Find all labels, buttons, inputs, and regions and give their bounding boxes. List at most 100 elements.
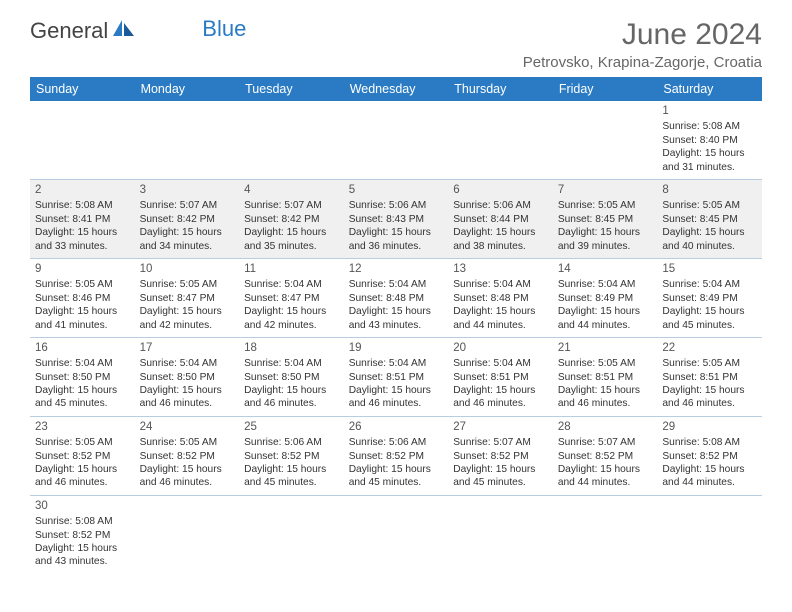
- day-number: 22: [662, 341, 757, 356]
- day-number: 5: [349, 183, 444, 198]
- day-number: 26: [349, 420, 444, 435]
- day-detail: and 31 minutes.: [662, 161, 757, 174]
- calendar-empty: [344, 101, 449, 179]
- day-detail: Daylight: 15 hours: [453, 384, 548, 397]
- calendar-day: 14Sunrise: 5:04 AMSunset: 8:49 PMDayligh…: [553, 258, 658, 337]
- calendar-week: 1Sunrise: 5:08 AMSunset: 8:40 PMDaylight…: [30, 101, 762, 179]
- day-detail: Sunrise: 5:08 AM: [662, 436, 757, 449]
- day-number: 30: [35, 499, 130, 514]
- calendar-week: 9Sunrise: 5:05 AMSunset: 8:46 PMDaylight…: [30, 258, 762, 337]
- day-detail: Sunrise: 5:04 AM: [349, 278, 444, 291]
- calendar-day: 12Sunrise: 5:04 AMSunset: 8:48 PMDayligh…: [344, 258, 449, 337]
- day-number: 24: [140, 420, 235, 435]
- calendar-empty: [135, 495, 240, 573]
- day-detail: Sunset: 8:42 PM: [244, 213, 339, 226]
- day-detail: Sunset: 8:52 PM: [558, 450, 653, 463]
- day-number: 29: [662, 420, 757, 435]
- calendar-week: 16Sunrise: 5:04 AMSunset: 8:50 PMDayligh…: [30, 337, 762, 416]
- day-detail: and 44 minutes.: [453, 319, 548, 332]
- day-detail: Daylight: 15 hours: [662, 463, 757, 476]
- day-detail: and 45 minutes.: [35, 397, 130, 410]
- calendar-day: 8Sunrise: 5:05 AMSunset: 8:45 PMDaylight…: [657, 179, 762, 258]
- day-detail: and 42 minutes.: [140, 319, 235, 332]
- day-detail: Sunset: 8:51 PM: [558, 371, 653, 384]
- day-number: 11: [244, 262, 339, 277]
- day-detail: and 45 minutes.: [349, 476, 444, 489]
- day-number: 28: [558, 420, 653, 435]
- day-detail: Sunrise: 5:07 AM: [453, 436, 548, 449]
- day-detail: Daylight: 15 hours: [35, 384, 130, 397]
- day-number: 23: [35, 420, 130, 435]
- logo: General Blue: [30, 18, 246, 44]
- day-detail: Sunrise: 5:05 AM: [662, 199, 757, 212]
- day-detail: Daylight: 15 hours: [244, 463, 339, 476]
- day-detail: Daylight: 15 hours: [349, 226, 444, 239]
- day-detail: Sunset: 8:50 PM: [244, 371, 339, 384]
- day-detail: Daylight: 15 hours: [349, 463, 444, 476]
- day-detail: Sunrise: 5:07 AM: [558, 436, 653, 449]
- day-detail: Sunset: 8:52 PM: [662, 450, 757, 463]
- calendar-day: 10Sunrise: 5:05 AMSunset: 8:47 PMDayligh…: [135, 258, 240, 337]
- day-number: 10: [140, 262, 235, 277]
- day-detail: and 46 minutes.: [558, 397, 653, 410]
- day-detail: Sunrise: 5:06 AM: [244, 436, 339, 449]
- day-detail: Daylight: 15 hours: [558, 384, 653, 397]
- day-detail: Daylight: 15 hours: [349, 384, 444, 397]
- day-detail: and 38 minutes.: [453, 240, 548, 253]
- day-number: 18: [244, 341, 339, 356]
- day-detail: Sunrise: 5:08 AM: [35, 515, 130, 528]
- day-number: 25: [244, 420, 339, 435]
- day-detail: Daylight: 15 hours: [244, 384, 339, 397]
- day-number: 8: [662, 183, 757, 198]
- day-detail: and 44 minutes.: [558, 319, 653, 332]
- calendar-day: 28Sunrise: 5:07 AMSunset: 8:52 PMDayligh…: [553, 416, 658, 495]
- day-detail: Sunrise: 5:08 AM: [35, 199, 130, 212]
- day-number: 2: [35, 183, 130, 198]
- day-detail: Daylight: 15 hours: [453, 226, 548, 239]
- day-detail: and 33 minutes.: [35, 240, 130, 253]
- calendar-day: 13Sunrise: 5:04 AMSunset: 8:48 PMDayligh…: [448, 258, 553, 337]
- day-header: Monday: [135, 77, 240, 101]
- day-number: 16: [35, 341, 130, 356]
- calendar-empty: [30, 101, 135, 179]
- day-detail: Daylight: 15 hours: [453, 305, 548, 318]
- calendar-day: 30Sunrise: 5:08 AMSunset: 8:52 PMDayligh…: [30, 495, 135, 573]
- day-detail: Sunset: 8:51 PM: [453, 371, 548, 384]
- day-number: 14: [558, 262, 653, 277]
- day-detail: and 46 minutes.: [140, 476, 235, 489]
- day-detail: Daylight: 15 hours: [35, 463, 130, 476]
- day-header: Wednesday: [344, 77, 449, 101]
- day-detail: Daylight: 15 hours: [662, 384, 757, 397]
- day-detail: Sunrise: 5:04 AM: [662, 278, 757, 291]
- calendar-day: 23Sunrise: 5:05 AMSunset: 8:52 PMDayligh…: [30, 416, 135, 495]
- day-detail: Sunrise: 5:07 AM: [244, 199, 339, 212]
- day-detail: Sunset: 8:49 PM: [662, 292, 757, 305]
- day-detail: Daylight: 15 hours: [140, 305, 235, 318]
- day-number: 21: [558, 341, 653, 356]
- day-detail: Sunset: 8:44 PM: [453, 213, 548, 226]
- day-detail: Daylight: 15 hours: [35, 305, 130, 318]
- day-detail: and 45 minutes.: [453, 476, 548, 489]
- day-header: Saturday: [657, 77, 762, 101]
- day-number: 15: [662, 262, 757, 277]
- calendar-day: 9Sunrise: 5:05 AMSunset: 8:46 PMDaylight…: [30, 258, 135, 337]
- calendar-day: 3Sunrise: 5:07 AMSunset: 8:42 PMDaylight…: [135, 179, 240, 258]
- day-detail: and 45 minutes.: [662, 319, 757, 332]
- calendar-day: 19Sunrise: 5:04 AMSunset: 8:51 PMDayligh…: [344, 337, 449, 416]
- day-detail: Daylight: 15 hours: [35, 226, 130, 239]
- day-detail: Daylight: 15 hours: [140, 226, 235, 239]
- day-detail: and 42 minutes.: [244, 319, 339, 332]
- calendar-week: 2Sunrise: 5:08 AMSunset: 8:41 PMDaylight…: [30, 179, 762, 258]
- day-detail: Sunset: 8:52 PM: [35, 529, 130, 542]
- logo-text-2: Blue: [202, 16, 246, 42]
- calendar-empty: [657, 495, 762, 573]
- calendar-day: 24Sunrise: 5:05 AMSunset: 8:52 PMDayligh…: [135, 416, 240, 495]
- day-detail: Daylight: 15 hours: [558, 226, 653, 239]
- day-detail: Sunset: 8:52 PM: [453, 450, 548, 463]
- day-detail: Sunset: 8:48 PM: [349, 292, 444, 305]
- day-detail: Sunrise: 5:06 AM: [349, 199, 444, 212]
- location: Petrovsko, Krapina-Zagorje, Croatia: [523, 54, 762, 71]
- day-detail: and 43 minutes.: [349, 319, 444, 332]
- day-detail: Sunset: 8:52 PM: [244, 450, 339, 463]
- day-detail: Sunset: 8:50 PM: [35, 371, 130, 384]
